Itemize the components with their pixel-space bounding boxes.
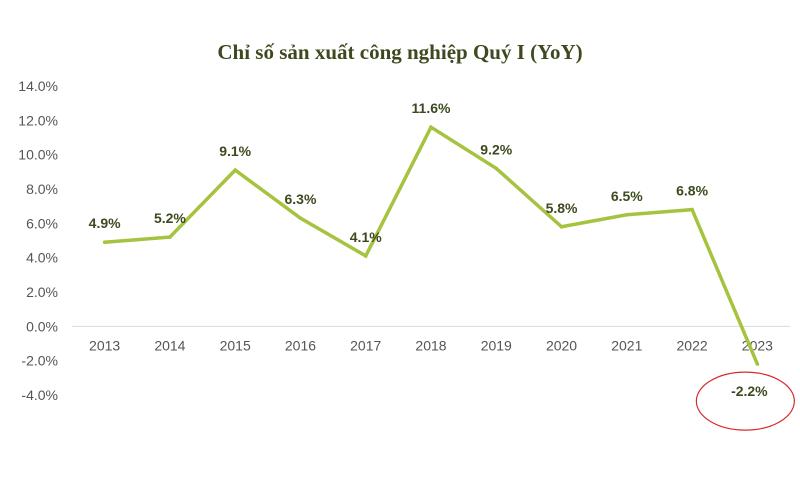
data-label: 6.3% <box>284 191 316 207</box>
y-tick-label: 12.0% <box>18 112 58 128</box>
data-points <box>102 125 760 366</box>
x-tick-label: 2016 <box>285 337 316 353</box>
x-tick-label: 2014 <box>154 337 185 353</box>
x-tick-label: 2020 <box>546 337 577 353</box>
data-point <box>755 362 760 366</box>
y-tick-label: 6.0% <box>26 215 58 231</box>
data-point <box>494 166 499 171</box>
data-point <box>559 224 564 229</box>
y-tick-label: 10.0% <box>18 147 58 163</box>
chart-title: Chỉ số sản xuất công nghiệp Quý I (YoY) <box>217 40 583 64</box>
data-point <box>233 168 237 172</box>
data-label: 5.2% <box>154 210 186 226</box>
y-tick-label: 14.0% <box>18 78 58 94</box>
data-point <box>298 216 303 220</box>
y-axis-ticks: 14.0% 12.0% 10.0% 8.0% 6.0% 4.0% 2.0% 0.0% -2.0%… <box>18 78 58 403</box>
y-tick-label: 8.0% <box>26 181 58 197</box>
data-labels: 4.9% 5.2% 9.1% 6.3% 4.1% 11.6% 9.2% 5.8% 6.5% 6.8… <box>89 100 769 399</box>
data-point <box>168 235 172 239</box>
series-line <box>104 124 759 365</box>
x-tick-label: 2013 <box>89 337 120 353</box>
x-tick-label: 2022 <box>677 337 708 353</box>
data-point <box>625 212 629 217</box>
x-tick-label: 2021 <box>611 337 642 353</box>
y-tick-label: -2.0% <box>21 353 58 369</box>
data-label: 9.1% <box>219 143 251 159</box>
x-tick-label: 2019 <box>481 337 512 353</box>
data-label: 6.8% <box>676 183 708 199</box>
data-point <box>102 240 107 245</box>
data-label: 5.8% <box>546 200 578 216</box>
x-axis-ticks: 2013 2014 2015 2016 2017 2018 2019 2020 2021 2022… <box>89 337 773 353</box>
x-tick-label: 2018 <box>415 337 446 353</box>
y-tick-label: 4.0% <box>26 250 58 266</box>
data-point <box>429 125 433 129</box>
x-tick-label: 2017 <box>350 337 381 353</box>
x-tick-label: 2015 <box>220 337 251 353</box>
data-label: 4.1% <box>350 229 382 245</box>
data-label: 11.6% <box>412 100 451 116</box>
data-point <box>690 207 694 212</box>
data-label: -2.2% <box>731 383 768 399</box>
y-tick-label: 0.0% <box>26 318 58 334</box>
highlight-circle <box>695 371 795 431</box>
data-label: 6.5% <box>611 188 643 204</box>
data-label: 4.9% <box>89 215 121 231</box>
y-tick-label: -4.0% <box>21 387 58 403</box>
data-label: 9.2% <box>480 141 512 157</box>
y-tick-label: 2.0% <box>26 284 58 300</box>
data-point <box>363 254 368 258</box>
